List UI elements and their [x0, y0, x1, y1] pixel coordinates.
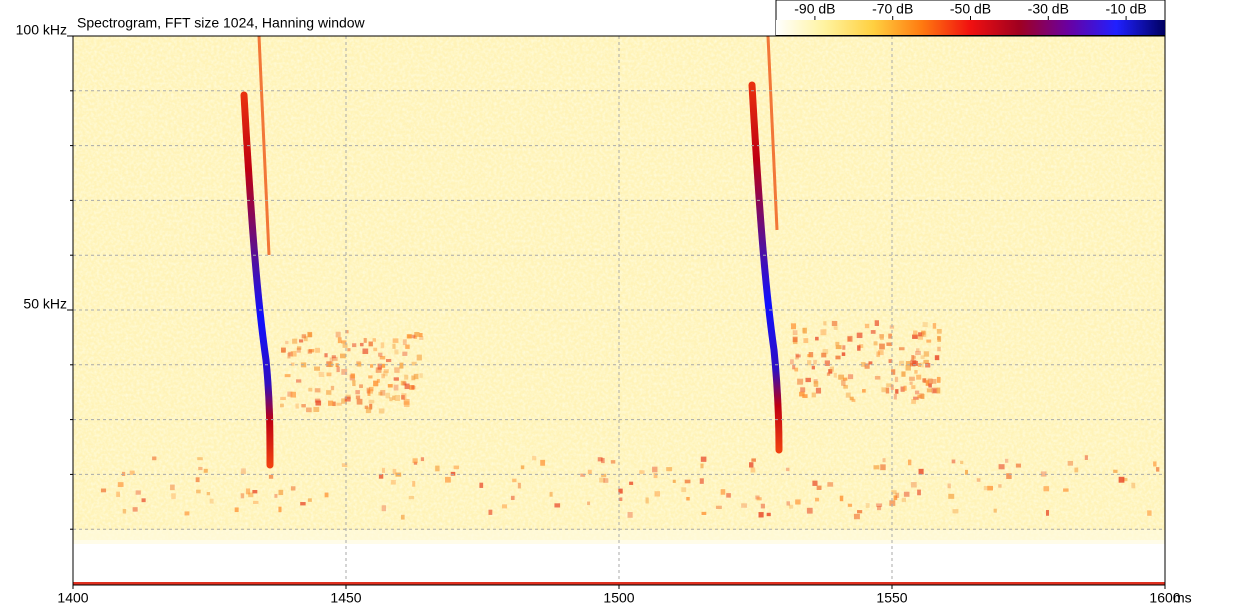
- chart-title: Spectrogram, FFT size 1024, Hanning wind…: [77, 15, 366, 31]
- call-2: [748, 35, 783, 454]
- grid: [67, 35, 1166, 589]
- y-tick-label: 100 kHz: [16, 22, 67, 38]
- baseline-band: [73, 582, 1165, 585]
- x-tick-label: 1600: [1149, 590, 1180, 606]
- colorbar-tick-label: -30 dB: [1028, 1, 1069, 17]
- noise-speckle: [100, 320, 1160, 520]
- colorbar: -90 dB -70 dB -50 dB -30 dB -10 dB: [775, 0, 1166, 36]
- x-tick-label: 1400: [57, 590, 88, 606]
- colorbar-tick-label: -90 dB: [794, 1, 835, 17]
- x-tick-label: 1500: [603, 590, 634, 606]
- colorbar-tick-label: -50 dB: [950, 1, 991, 17]
- colorbar-tick-label: -10 dB: [1105, 1, 1146, 17]
- y-tick-label: 50 kHz: [23, 296, 67, 312]
- plot-frame: [72, 35, 1166, 586]
- x-tick-label: 1450: [330, 590, 361, 606]
- x-unit: ms: [1173, 590, 1192, 606]
- x-tick-label: 1550: [876, 590, 907, 606]
- colorbar-tick-label: -70 dB: [872, 1, 913, 17]
- call-1: [240, 35, 274, 469]
